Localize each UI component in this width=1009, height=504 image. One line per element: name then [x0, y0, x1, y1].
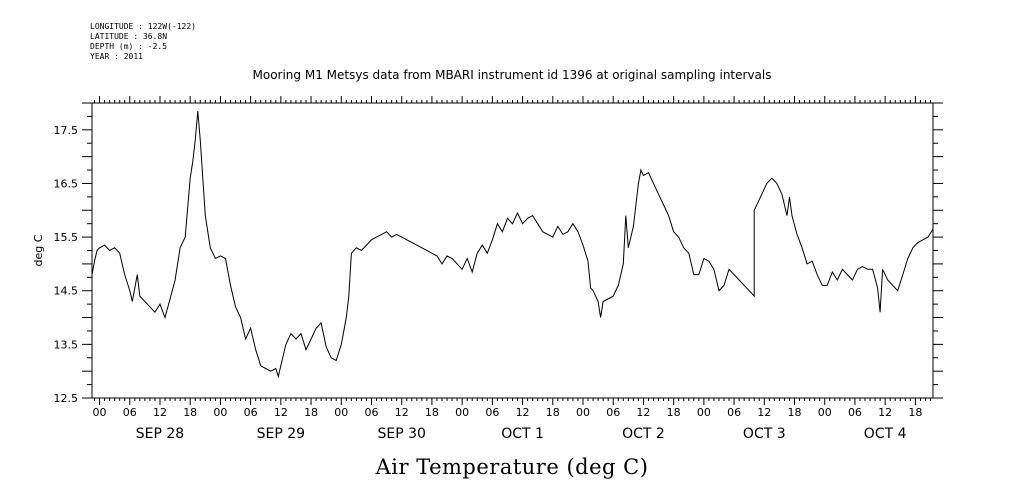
x-hour-tick-label: 12 — [757, 406, 771, 419]
x-hour-tick-label: 00 — [576, 406, 590, 419]
x-hour-tick-label: 06 — [848, 406, 862, 419]
x-hour-tick-label: 06 — [485, 406, 499, 419]
y-tick-label: 13.5 — [54, 338, 79, 351]
metadata-block: LONGITUDE : 122W(-122) LATITUDE : 36.8N … — [90, 22, 196, 62]
x-hour-tick-label: 06 — [727, 406, 741, 419]
x-day-label: OCT 4 — [864, 426, 907, 442]
x-hour-tick-label: 12 — [153, 406, 167, 419]
x-day-label: OCT 1 — [501, 426, 544, 442]
x-hour-tick-label: 00 — [818, 406, 832, 419]
x-day-label: OCT 3 — [743, 426, 786, 442]
x-hour-tick-label: 18 — [667, 406, 681, 419]
x-hour-tick-label: 06 — [123, 406, 137, 419]
x-hour-tick-label: 06 — [244, 406, 258, 419]
x-hour-tick-label: 06 — [364, 406, 378, 419]
chart-title: Mooring M1 Metsys data from MBARI instru… — [252, 68, 772, 82]
x-hour-tick-label: 00 — [93, 406, 107, 419]
x-hour-tick-label: 18 — [546, 406, 560, 419]
x-hour-tick-label: 18 — [425, 406, 439, 419]
x-hour-tick-label: 18 — [304, 406, 318, 419]
axis-ticks — [82, 96, 943, 405]
x-hour-tick-label: 00 — [213, 406, 227, 419]
y-tick-label: 12.5 — [54, 392, 79, 405]
x-hour-tick-label: 12 — [636, 406, 650, 419]
x-hour-tick-label: 00 — [455, 406, 469, 419]
y-tick-label: 16.5 — [54, 177, 79, 190]
x-hour-tick-label: 00 — [334, 406, 348, 419]
x-hour-tick-label: 12 — [395, 406, 409, 419]
x-day-label: SEP 29 — [257, 426, 305, 442]
x-hour-tick-label: 12 — [878, 406, 892, 419]
air-temperature-line — [91, 110, 934, 379]
depth-text: DEPTH (m) : -2.5 — [90, 42, 168, 51]
x-axis-caption: Air Temperature (deg C) — [375, 455, 649, 479]
x-hour-tick-label: 12 — [274, 406, 288, 419]
y-axis-label: deg C — [32, 234, 45, 266]
y-tick-label: 15.5 — [54, 231, 79, 244]
x-hour-tick-label: 18 — [183, 406, 197, 419]
x-hour-tick-label: 12 — [516, 406, 530, 419]
latitude-text: LATITUDE : 36.8N — [90, 32, 168, 41]
x-hour-tick-label: 18 — [788, 406, 802, 419]
x-day-label: OCT 2 — [622, 426, 665, 442]
x-day-label: SEP 30 — [377, 426, 425, 442]
x-hour-tick-label: 18 — [908, 406, 922, 419]
plot-frame — [91, 102, 934, 399]
x-hour-tick-label: 06 — [606, 406, 620, 419]
x-hour-tick-label: 00 — [697, 406, 711, 419]
y-tick-label: 17.5 — [54, 124, 79, 137]
y-tick-label: 14.5 — [54, 285, 79, 298]
axis-labels: 00 06 12 18 00 06 12 18 00 06 12 18 00 06 12 18 00 06 12 18… — [54, 124, 923, 442]
longitude-text: LONGITUDE : 122W(-122) — [90, 22, 196, 31]
year-text: YEAR : 2011 — [90, 52, 143, 61]
x-day-label: SEP 28 — [136, 426, 184, 442]
